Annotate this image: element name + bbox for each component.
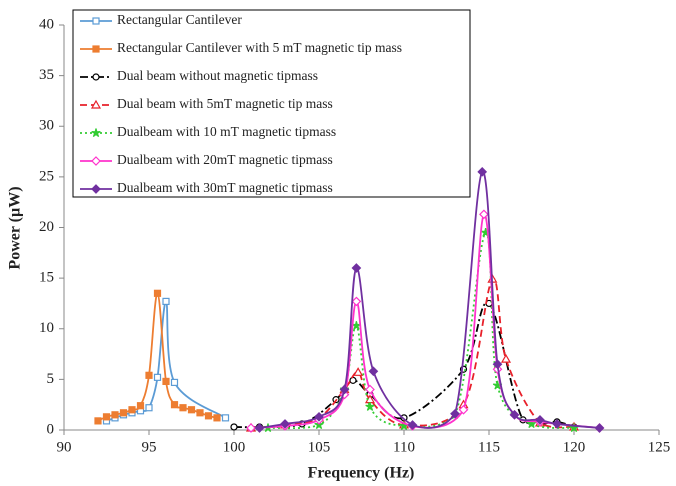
marker <box>368 366 379 377</box>
marker <box>254 423 265 433</box>
marker <box>102 413 111 421</box>
x-tick-label: 115 <box>478 439 500 455</box>
marker <box>196 409 204 417</box>
y-tick-label: 35 <box>39 67 54 83</box>
marker <box>145 371 153 379</box>
legend-label: Dualbeam with 30mT magnetic tipmass <box>117 180 333 195</box>
legend-label: Dualbeam with 10 mT magnetic tipmass <box>117 124 336 139</box>
series <box>263 227 579 433</box>
marker <box>479 209 489 220</box>
legend-label: Dual beam without magnetic tipmass <box>117 68 318 83</box>
marker <box>500 353 512 363</box>
line <box>233 301 575 429</box>
x-axis-title: Frequency (Hz) <box>308 465 415 482</box>
marker <box>179 404 187 412</box>
series <box>245 273 580 432</box>
y-tick-label: 15 <box>39 270 54 286</box>
marker <box>153 289 162 297</box>
x-tick-label: 95 <box>142 439 157 455</box>
marker <box>187 406 196 414</box>
plot-area: 90 95 100 105 110 115 120 125 0 5 10 15 20 25 30 35 40 <box>39 16 670 455</box>
legend: Rectangular Cantilever Rectangular Cantil… <box>72 9 471 198</box>
series <box>254 166 605 433</box>
y-tick-label: 40 <box>39 16 54 32</box>
marker <box>91 128 101 138</box>
marker <box>92 45 100 53</box>
marker <box>204 412 213 420</box>
series <box>102 297 230 425</box>
marker <box>162 377 170 385</box>
marker <box>246 423 256 433</box>
line <box>250 213 600 429</box>
y-tick-label: 5 <box>47 371 55 387</box>
y-axis-title: Power (µW) <box>7 186 24 269</box>
y-tick-label: 30 <box>39 118 54 134</box>
y-tick-label: 10 <box>39 320 54 336</box>
marker <box>92 73 100 81</box>
marker <box>365 402 375 411</box>
marker <box>477 166 488 177</box>
marker <box>153 373 162 381</box>
series <box>230 299 578 431</box>
x-tick-label: 105 <box>308 439 331 455</box>
marker <box>339 384 350 395</box>
series <box>246 209 605 433</box>
marker <box>509 409 520 420</box>
marker <box>492 359 503 370</box>
marker <box>128 406 136 414</box>
legend-label: Dualbeam with 20mT magnetic tipmass <box>117 152 333 167</box>
marker <box>162 297 170 306</box>
x-tick-label: 125 <box>648 439 671 455</box>
marker <box>145 404 153 412</box>
legend-label: Rectangular Cantilever with 5 mT magneti… <box>117 40 402 55</box>
line <box>267 231 575 430</box>
marker <box>351 263 362 273</box>
line <box>259 170 600 429</box>
line <box>106 300 227 422</box>
x-tick-label: 120 <box>563 439 586 455</box>
marker <box>136 402 145 410</box>
legend-label: Dual beam with 5mT magnetic tip mass <box>117 96 333 111</box>
marker <box>351 296 362 307</box>
marker <box>365 384 375 395</box>
marker <box>594 423 605 433</box>
marker <box>111 411 119 419</box>
marker <box>92 17 100 25</box>
marker <box>91 184 101 194</box>
x-tick-label: 110 <box>393 439 415 455</box>
series <box>94 289 221 425</box>
marker <box>119 409 128 417</box>
marker <box>170 378 179 387</box>
marker <box>458 404 469 415</box>
line <box>250 277 575 429</box>
marker <box>407 420 418 430</box>
marker <box>90 99 102 109</box>
x-tick-label: 100 <box>223 439 246 455</box>
marker <box>230 423 238 431</box>
marker <box>91 156 101 166</box>
x-tick-label: 90 <box>57 439 72 455</box>
marker <box>526 419 537 429</box>
legend-label: Rectangular Cantilever <box>117 12 242 27</box>
marker <box>221 414 230 422</box>
marker <box>314 411 324 422</box>
legend-box <box>72 9 471 198</box>
marker <box>450 408 460 419</box>
marker <box>353 367 364 376</box>
marker <box>170 401 179 409</box>
marker <box>349 376 357 384</box>
marker <box>94 417 102 425</box>
y-tick-label: 20 <box>39 219 54 235</box>
marker <box>535 415 545 425</box>
line <box>97 292 218 422</box>
marker <box>280 419 290 429</box>
y-tick-label: 0 <box>47 421 55 437</box>
y-tick-label: 25 <box>39 168 54 184</box>
marker <box>213 414 221 422</box>
marker <box>552 419 562 429</box>
